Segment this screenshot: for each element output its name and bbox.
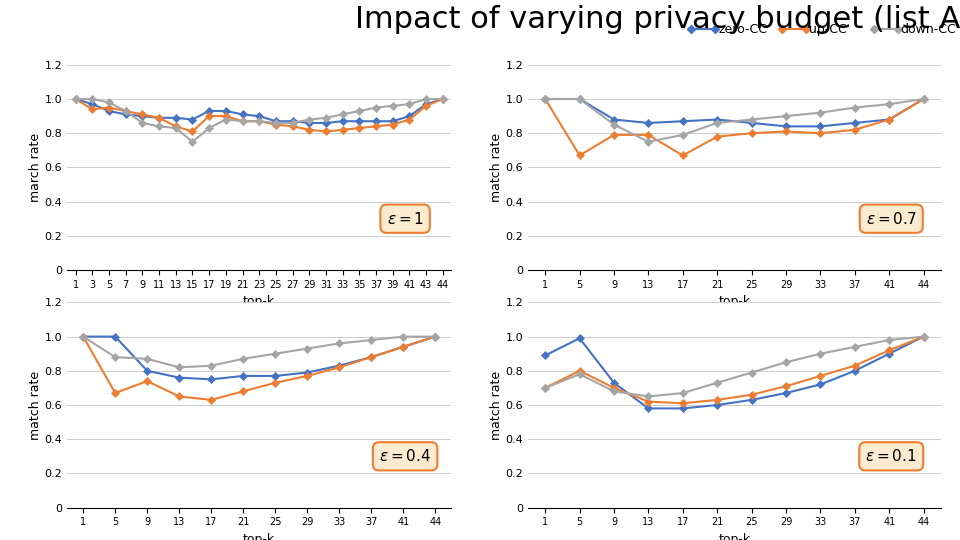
Text: down-CC: down-CC — [900, 23, 956, 36]
Y-axis label: match rate: match rate — [490, 370, 503, 440]
Y-axis label: match rate: match rate — [29, 370, 42, 440]
Text: $\varepsilon = 0.4$: $\varepsilon = 0.4$ — [379, 448, 431, 464]
X-axis label: top-k: top-k — [243, 533, 276, 540]
X-axis label: top-k: top-k — [718, 295, 751, 308]
X-axis label: top-k: top-k — [718, 533, 751, 540]
Text: zero-CC: zero-CC — [718, 23, 767, 36]
Text: up-CC: up-CC — [809, 23, 847, 36]
Text: $\varepsilon = 1$: $\varepsilon = 1$ — [387, 211, 423, 227]
Y-axis label: march rate: march rate — [29, 133, 42, 202]
Text: $\varepsilon = 0.7$: $\varepsilon = 0.7$ — [866, 211, 917, 227]
Text: $\varepsilon = 0.1$: $\varepsilon = 0.1$ — [865, 448, 917, 464]
Y-axis label: match rate: match rate — [490, 133, 503, 202]
X-axis label: top-k: top-k — [243, 295, 276, 308]
Text: Impact of varying privacy budget (list A): Impact of varying privacy budget (list A… — [355, 5, 960, 34]
